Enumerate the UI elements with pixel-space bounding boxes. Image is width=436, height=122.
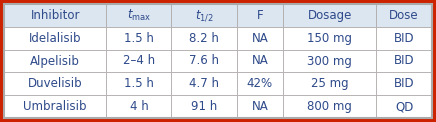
Bar xyxy=(283,72,376,95)
Bar xyxy=(4,95,106,118)
Bar xyxy=(376,72,432,95)
Text: 2–4 h: 2–4 h xyxy=(123,55,155,67)
Bar xyxy=(376,27,432,50)
Text: BID: BID xyxy=(394,77,414,90)
Bar xyxy=(106,95,171,118)
Bar xyxy=(4,4,106,27)
Bar xyxy=(106,27,171,50)
Bar xyxy=(4,27,106,50)
Bar xyxy=(376,4,432,27)
Text: Umbralisib: Umbralisib xyxy=(24,100,87,113)
Text: 4 h: 4 h xyxy=(129,100,148,113)
Text: QD: QD xyxy=(395,100,413,113)
Bar xyxy=(106,72,171,95)
Bar xyxy=(237,50,283,72)
Bar xyxy=(283,27,376,50)
Text: NA: NA xyxy=(252,100,268,113)
Text: 7.6 h: 7.6 h xyxy=(189,55,219,67)
Text: Dosage: Dosage xyxy=(307,9,352,22)
Bar xyxy=(171,4,237,27)
Bar xyxy=(376,50,432,72)
Bar xyxy=(283,95,376,118)
Bar xyxy=(4,50,106,72)
Bar xyxy=(237,95,283,118)
Bar xyxy=(237,27,283,50)
Bar xyxy=(4,72,106,95)
Bar xyxy=(283,50,376,72)
Text: 8.2 h: 8.2 h xyxy=(189,32,219,45)
Bar xyxy=(237,72,283,95)
Text: Inhibitor: Inhibitor xyxy=(31,9,80,22)
Text: 25 mg: 25 mg xyxy=(311,77,348,90)
Bar xyxy=(171,50,237,72)
Text: 1.5 h: 1.5 h xyxy=(124,32,154,45)
Text: 300 mg: 300 mg xyxy=(307,55,352,67)
Text: 42%: 42% xyxy=(247,77,273,90)
Bar xyxy=(171,72,237,95)
Text: F: F xyxy=(256,9,263,22)
Text: 4.7 h: 4.7 h xyxy=(189,77,219,90)
Text: Idelalisib: Idelalisib xyxy=(29,32,82,45)
Text: Duvelisib: Duvelisib xyxy=(28,77,82,90)
Text: Dose: Dose xyxy=(389,9,419,22)
Text: 800 mg: 800 mg xyxy=(307,100,352,113)
Text: NA: NA xyxy=(252,32,268,45)
Bar xyxy=(171,27,237,50)
Text: Alpelisib: Alpelisib xyxy=(30,55,80,67)
Text: $t_{\mathrm{max}}$: $t_{\mathrm{max}}$ xyxy=(127,8,151,23)
Bar xyxy=(106,4,171,27)
Text: NA: NA xyxy=(252,55,268,67)
Text: 91 h: 91 h xyxy=(191,100,217,113)
Text: BID: BID xyxy=(394,55,414,67)
Text: $t_{1/2}$: $t_{1/2}$ xyxy=(194,8,214,23)
Text: 150 mg: 150 mg xyxy=(307,32,352,45)
Bar xyxy=(171,95,237,118)
Bar xyxy=(376,95,432,118)
Bar xyxy=(283,4,376,27)
Text: BID: BID xyxy=(394,32,414,45)
Text: 1.5 h: 1.5 h xyxy=(124,77,154,90)
Bar xyxy=(237,4,283,27)
Bar xyxy=(106,50,171,72)
